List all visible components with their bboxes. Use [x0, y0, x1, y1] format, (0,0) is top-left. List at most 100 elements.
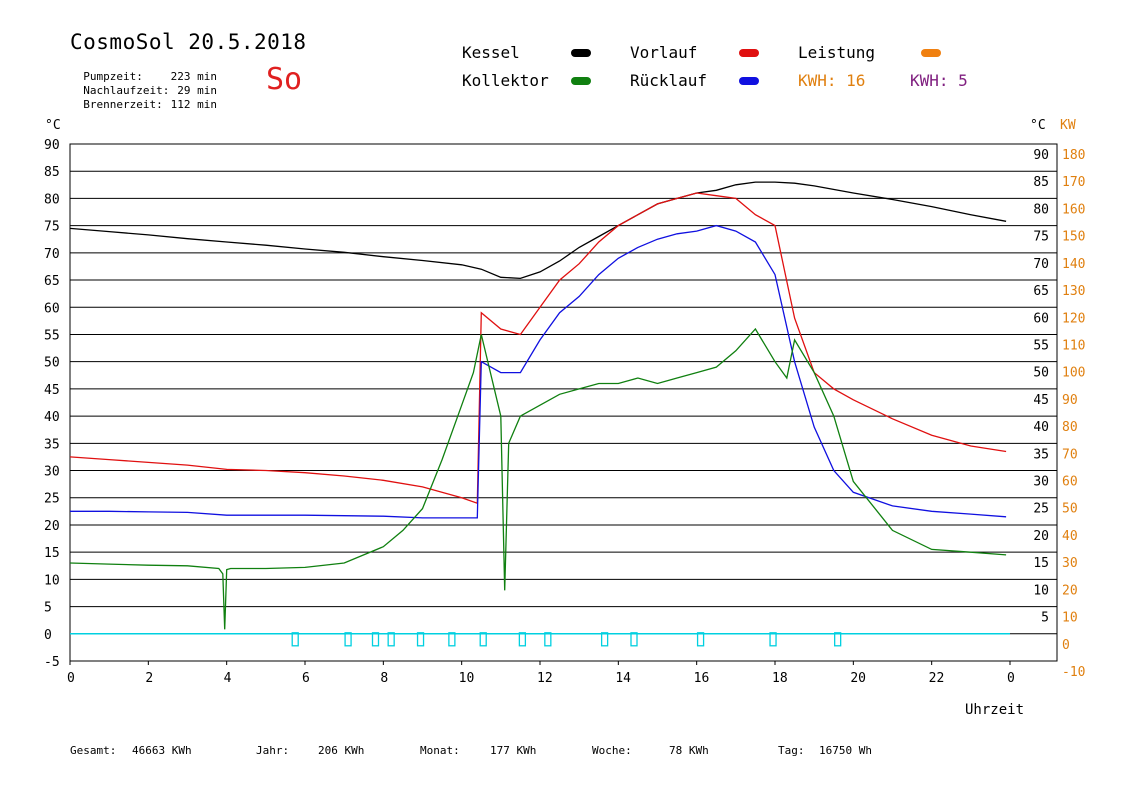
pump-marker	[834, 632, 842, 647]
y-axis-unit-right-kw: KW	[1060, 118, 1076, 133]
legend-swatch-vorlauf	[739, 49, 759, 57]
pump-marker	[371, 632, 380, 647]
y-tick-label-right-kw: 70	[1062, 447, 1078, 462]
y-tick-label-right-c: 40	[1033, 420, 1049, 435]
pump-marker	[344, 632, 352, 647]
x-tick-label: 16	[694, 671, 710, 686]
y-tick-label-right-c: 65	[1033, 284, 1049, 299]
y-tick-label-right-c: 35	[1033, 447, 1049, 462]
kwh-purple-label: KWH: 5	[910, 71, 968, 90]
y-tick-label-right-kw: 160	[1062, 202, 1085, 217]
footer-gesamt-value: 46663 KWh	[132, 744, 192, 757]
y-tick-label-left: 10	[44, 573, 60, 588]
pump-marker	[544, 632, 552, 647]
stat-value: 112 min	[170, 98, 217, 111]
footer-woche-value: 78 KWh	[669, 744, 709, 757]
x-tick-label: 18	[772, 671, 788, 686]
legend-label-ruecklauf: Rücklauf	[630, 71, 708, 90]
axis-ticks: 908580757065605550454035302520151050-590…	[44, 138, 1085, 686]
pump-marker	[387, 632, 395, 647]
y-tick-label-right-c: 80	[1033, 202, 1049, 217]
y-tick-label-right-kw: 140	[1062, 257, 1085, 272]
legend-label-vorlauf: Vorlauf	[630, 43, 698, 62]
pump-marker	[769, 632, 777, 647]
stat-label: Pumpzeit:	[83, 70, 143, 83]
y-tick-label-right-kw: 150	[1062, 230, 1085, 245]
y-tick-label-left: 35	[44, 437, 60, 452]
y-tick-label-left: 75	[44, 220, 60, 235]
y-tick-label-left: 15	[44, 546, 60, 561]
x-tick-label: 2	[145, 671, 153, 686]
legend-label-kollektor: Kollektor	[462, 71, 549, 90]
y-tick-label-right-c: 60	[1033, 311, 1049, 326]
x-tick-label: 4	[224, 671, 232, 686]
pump-marker	[518, 632, 527, 647]
grid-lines	[69, 143, 1058, 662]
y-tick-label-right-c: 90	[1033, 148, 1049, 163]
series-line-kessel	[69, 181, 1007, 280]
y-tick-label-right-c: 15	[1033, 556, 1049, 571]
y-tick-label-right-kw: 60	[1062, 475, 1078, 490]
pump-marker	[416, 632, 425, 647]
y-tick-label-right-kw: 170	[1062, 175, 1085, 190]
y-tick-label-right-c: 85	[1033, 175, 1049, 190]
y-tick-label-right-kw: 20	[1062, 583, 1078, 598]
plot-frame	[69, 143, 1058, 662]
series-line-kollektor	[69, 327, 1007, 630]
stat-value: 29 min	[177, 84, 217, 97]
footer-gesamt: Gesamt:	[70, 744, 116, 757]
y-tick-label-left: 45	[44, 383, 60, 398]
y-tick-label-left: 55	[44, 328, 60, 343]
stat-label: Brennerzeit:	[83, 98, 163, 111]
y-tick-label-right-kw: 10	[1062, 611, 1078, 626]
pump-marker	[630, 632, 638, 647]
y-tick-label-right-kw: -10	[1062, 665, 1085, 680]
x-tick-label: 10	[459, 671, 475, 686]
stat-nachlaufzeit: Nachlaufzeit: 29 min	[70, 71, 217, 97]
legend-swatch-ruecklauf	[739, 77, 759, 85]
y-tick-label-left: -5	[44, 655, 60, 670]
y-tick-label-right-c: 25	[1033, 502, 1049, 517]
x-tick-label: 0	[1007, 671, 1015, 686]
pump-marker	[696, 632, 705, 647]
y-tick-label-right-kw: 90	[1062, 393, 1078, 408]
legend-swatch-leistung	[921, 49, 941, 57]
y-tick-label-right-kw: 180	[1062, 148, 1085, 163]
y-tick-label-right-c: 5	[1041, 611, 1049, 626]
kwh-orange-label: KWH: 16	[798, 71, 866, 90]
series-lines	[69, 181, 1007, 630]
y-tick-label-left: 90	[44, 138, 60, 153]
legend-swatch-kessel	[571, 49, 591, 57]
y-tick-label-left: 5	[44, 601, 52, 616]
footer-label: Gesamt:	[70, 744, 117, 757]
x-tick-label: 22	[929, 671, 945, 686]
y-tick-label-left: 25	[44, 492, 60, 507]
y-tick-label-left: 85	[44, 165, 60, 180]
stat-pumpzeit: Pumpzeit: 223 min	[70, 57, 217, 83]
pump-marker	[448, 632, 456, 647]
y-tick-label-right-kw: 30	[1062, 556, 1078, 571]
x-tick-label: 0	[67, 671, 75, 686]
x-tick-label: 8	[380, 671, 388, 686]
legend-swatch-kollektor	[571, 77, 591, 85]
x-tick-label: 6	[302, 671, 310, 686]
y-tick-label-left: 60	[44, 301, 60, 316]
y-tick-label-left: 0	[44, 628, 52, 643]
y-tick-label-right-c: 55	[1033, 338, 1049, 353]
pump-marker	[291, 632, 299, 647]
stat-label: Nachlaufzeit:	[83, 84, 170, 97]
y-tick-label-right-kw: 110	[1062, 338, 1085, 353]
y-tick-label-right-kw: 50	[1062, 502, 1078, 517]
chart-title: CosmoSol 20.5.2018	[70, 30, 307, 54]
y-tick-label-right-c: 10	[1033, 583, 1049, 598]
weekday-label: So	[266, 62, 303, 97]
pump-marker	[479, 632, 487, 647]
pump-markers	[70, 632, 1010, 647]
y-tick-label-left: 40	[44, 410, 60, 425]
x-tick-label: 14	[615, 671, 631, 686]
series-line-rücklauf	[70, 224, 1007, 519]
y-tick-label-right-c: 70	[1033, 257, 1049, 272]
legend-label-leistung: Leistung	[798, 43, 876, 62]
legend-label-kessel: Kessel	[462, 43, 520, 62]
